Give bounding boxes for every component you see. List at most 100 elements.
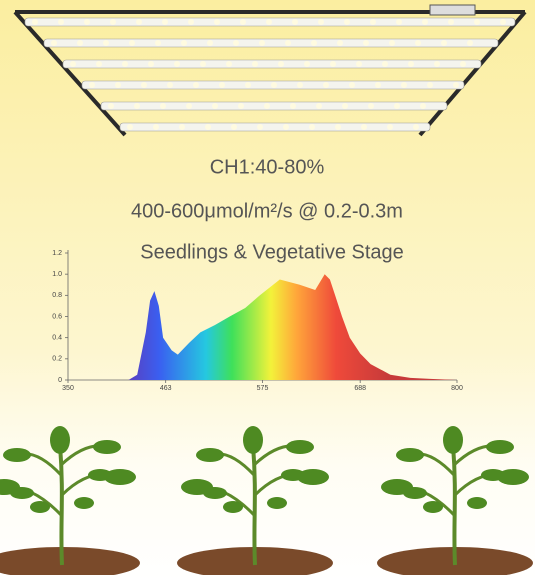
led	[155, 40, 161, 46]
led	[207, 40, 213, 46]
y-tick-label: 0.4	[52, 335, 62, 342]
led	[212, 103, 218, 109]
led	[318, 19, 324, 25]
led	[283, 124, 289, 130]
led	[292, 19, 298, 25]
led	[361, 124, 367, 130]
led	[335, 124, 341, 130]
led	[316, 103, 322, 109]
led	[382, 61, 388, 67]
led	[167, 82, 173, 88]
led	[342, 103, 348, 109]
led	[375, 82, 381, 88]
led	[129, 40, 135, 46]
led	[77, 40, 83, 46]
led	[344, 19, 350, 25]
led	[84, 19, 90, 25]
led	[127, 124, 133, 130]
led	[174, 61, 180, 67]
led	[181, 40, 187, 46]
led	[363, 40, 369, 46]
led	[448, 19, 454, 25]
led	[257, 124, 263, 130]
y-tick-label: 1.2	[52, 250, 62, 257]
led	[434, 61, 440, 67]
x-tick-label: 350	[62, 385, 74, 392]
led	[323, 82, 329, 88]
y-tick-label: 0.8	[52, 292, 62, 299]
led	[141, 82, 147, 88]
led	[311, 40, 317, 46]
led	[266, 19, 272, 25]
led	[136, 19, 142, 25]
led	[467, 40, 473, 46]
led	[337, 40, 343, 46]
led	[453, 82, 459, 88]
led	[226, 61, 232, 67]
led	[188, 19, 194, 25]
led	[179, 124, 185, 130]
led	[408, 61, 414, 67]
led	[415, 40, 421, 46]
x-tick-label: 688	[354, 385, 366, 392]
led	[160, 103, 166, 109]
y-tick-label: 1.0	[52, 271, 62, 278]
led	[427, 82, 433, 88]
led	[153, 124, 159, 130]
led	[103, 40, 109, 46]
led	[162, 19, 168, 25]
led	[233, 40, 239, 46]
led	[422, 19, 428, 25]
channel-text: CH1:40-80%	[210, 156, 325, 178]
led	[297, 82, 303, 88]
led	[285, 40, 291, 46]
led	[96, 61, 102, 67]
led	[245, 82, 251, 88]
led	[368, 103, 374, 109]
led	[108, 103, 114, 109]
led	[240, 19, 246, 25]
lamp-bar	[62, 59, 482, 69]
led	[89, 82, 95, 88]
led	[32, 19, 38, 25]
led	[420, 103, 426, 109]
led	[460, 61, 466, 67]
led	[214, 19, 220, 25]
led	[370, 19, 376, 25]
led	[115, 82, 121, 88]
led	[148, 61, 154, 67]
led	[413, 124, 419, 130]
led	[396, 19, 402, 25]
led	[500, 19, 506, 25]
led	[309, 124, 315, 130]
led	[200, 61, 206, 67]
led	[70, 61, 76, 67]
stage-text: Seedlings & Vegetative Stage	[140, 241, 404, 263]
led	[474, 19, 480, 25]
led	[271, 82, 277, 88]
led	[122, 61, 128, 67]
y-tick-label: 0	[58, 377, 62, 384]
led	[51, 40, 57, 46]
led	[389, 40, 395, 46]
led	[349, 82, 355, 88]
led	[394, 103, 400, 109]
y-tick-label: 0.2	[52, 356, 62, 363]
led	[290, 103, 296, 109]
led	[441, 40, 447, 46]
led	[356, 61, 362, 67]
led	[186, 103, 192, 109]
spectrum-area	[128, 274, 457, 380]
led	[58, 19, 64, 25]
lamp-bar	[119, 122, 431, 132]
led	[231, 124, 237, 130]
x-tick-label: 463	[160, 385, 172, 392]
led	[205, 124, 211, 130]
y-tick-label: 0.6	[52, 313, 62, 320]
led	[238, 103, 244, 109]
led	[193, 82, 199, 88]
led	[264, 103, 270, 109]
x-tick-label: 800	[451, 385, 463, 392]
